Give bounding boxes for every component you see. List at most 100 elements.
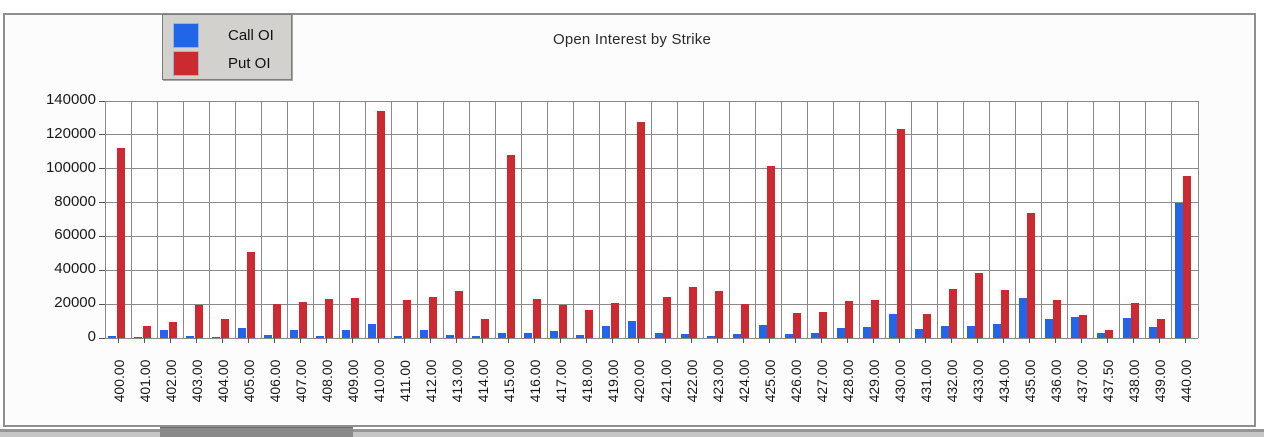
put-bar — [480, 318, 489, 338]
v-gridline — [208, 101, 210, 338]
y-axis-label: 0 — [87, 328, 96, 345]
x-axis-tick — [508, 338, 510, 343]
x-axis-tick — [820, 338, 822, 343]
x-axis-label: 428.00 — [839, 359, 856, 403]
v-gridline — [624, 101, 626, 338]
y-axis-tick — [99, 269, 105, 271]
put-bar — [376, 111, 385, 338]
legend-label-put: Put OI — [228, 54, 271, 72]
call-bar — [862, 327, 871, 338]
x-axis-tick — [586, 338, 588, 343]
y-axis-label: 40000 — [54, 260, 96, 278]
call-bar — [368, 324, 377, 338]
put-bar — [689, 287, 698, 338]
put-bar — [636, 122, 645, 338]
put-bar — [975, 272, 984, 338]
call-bar — [680, 333, 689, 338]
v-gridline — [338, 101, 340, 338]
call-bar — [394, 336, 403, 338]
call-bar — [888, 314, 897, 338]
v-gridline — [182, 101, 184, 338]
call-bar — [290, 330, 299, 338]
call-bar — [784, 333, 793, 338]
x-axis-tick — [196, 338, 198, 343]
v-gridline — [755, 101, 757, 338]
x-axis-label: 434.00 — [995, 359, 1012, 403]
x-axis-label: 406.00 — [267, 359, 284, 403]
put-bar — [454, 291, 463, 338]
v-gridline — [1015, 101, 1017, 338]
call-bar — [940, 326, 949, 338]
x-axis-label: 430.00 — [891, 359, 908, 403]
call-bar — [472, 336, 481, 338]
x-axis-tick — [794, 338, 796, 343]
call-bar — [550, 331, 559, 338]
call-bar — [602, 326, 611, 338]
call-bar — [316, 335, 325, 338]
call-bar — [420, 329, 429, 338]
x-axis-tick — [482, 338, 484, 343]
x-axis-tick — [144, 338, 146, 343]
call-bar — [706, 335, 715, 338]
v-gridline — [494, 101, 496, 338]
x-axis-tick — [248, 338, 250, 343]
put-bar — [1131, 303, 1140, 338]
x-axis-tick — [534, 338, 536, 343]
put-bar — [793, 312, 802, 338]
v-gridline — [156, 101, 158, 338]
x-axis-tick — [1002, 338, 1004, 343]
put-bar — [1001, 289, 1010, 338]
x-axis-tick — [378, 338, 380, 343]
put-bar — [194, 305, 203, 338]
x-axis-label: 410.00 — [371, 359, 388, 403]
x-axis-label: 412.00 — [423, 359, 440, 403]
call-bar — [1096, 332, 1105, 338]
v-gridline — [989, 101, 991, 338]
x-axis-label: 415.00 — [501, 359, 518, 403]
v-gridline — [390, 101, 392, 338]
v-gridline — [598, 101, 600, 338]
put-bar — [1053, 299, 1062, 338]
x-axis-tick — [456, 338, 458, 343]
call-bar — [966, 326, 975, 338]
v-gridline — [1197, 101, 1199, 338]
put-bar — [402, 299, 411, 338]
put-bar — [767, 166, 776, 338]
y-axis-label: 140000 — [45, 91, 96, 108]
call-bar — [1070, 316, 1079, 338]
legend-row-call: Call OI — [173, 22, 274, 48]
x-axis-tick — [404, 338, 406, 343]
put-bar — [1105, 330, 1114, 338]
call-bar — [238, 327, 247, 338]
x-axis-label: 438.00 — [1125, 359, 1142, 403]
v-gridline — [677, 101, 679, 338]
v-gridline — [937, 101, 939, 338]
call-bar — [264, 335, 273, 338]
x-axis-label: 424.00 — [735, 359, 752, 403]
v-gridline — [286, 101, 288, 338]
call-bar — [758, 325, 767, 338]
put-bar — [715, 291, 724, 338]
put-bar — [350, 298, 359, 338]
v-gridline — [1041, 101, 1043, 338]
x-axis-label: 435.00 — [1021, 359, 1038, 403]
put-bar — [142, 326, 151, 338]
y-axis-tick — [99, 100, 105, 102]
call-bar — [342, 329, 351, 338]
x-axis-label: 427.00 — [813, 359, 830, 403]
put-bar — [1157, 319, 1166, 338]
x-axis-label: 403.00 — [189, 359, 206, 403]
x-axis-label: 416.00 — [527, 359, 544, 403]
put-bar — [1183, 176, 1192, 338]
x-axis-label: 404.00 — [215, 359, 232, 403]
call-bar — [810, 333, 819, 338]
x-axis-label: 423.00 — [709, 359, 726, 403]
plot-area — [104, 100, 1199, 339]
v-gridline — [963, 101, 965, 338]
put-bar — [897, 128, 906, 338]
put-bar — [428, 296, 437, 338]
v-gridline — [1067, 101, 1069, 338]
v-gridline — [651, 101, 652, 338]
x-axis-label: 411.00 — [397, 360, 414, 402]
x-axis-label: 401.00 — [137, 359, 154, 403]
